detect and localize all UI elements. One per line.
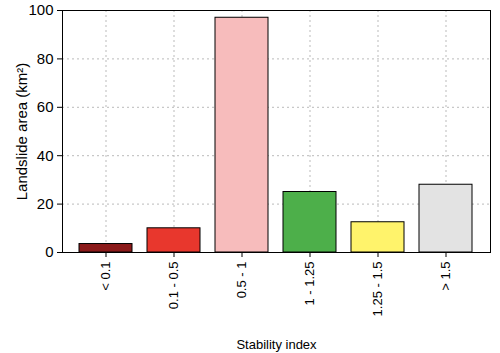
svg-text:Stability index: Stability index bbox=[236, 337, 317, 352]
svg-text:60: 60 bbox=[37, 98, 54, 115]
svg-text:0.1 - 0.5: 0.1 - 0.5 bbox=[166, 262, 181, 310]
svg-text:1 - 1.25: 1 - 1.25 bbox=[302, 262, 317, 306]
svg-text:< 0.1: < 0.1 bbox=[98, 262, 113, 291]
svg-text:100: 100 bbox=[28, 1, 53, 18]
svg-text:Landslide area (km²): Landslide area (km²) bbox=[13, 63, 30, 201]
svg-text:80: 80 bbox=[37, 50, 54, 67]
svg-text:40: 40 bbox=[37, 147, 54, 164]
svg-text:> 1.5: > 1.5 bbox=[438, 262, 453, 291]
svg-text:1.25 - 1.5: 1.25 - 1.5 bbox=[370, 262, 385, 317]
svg-text:0.5 - 1: 0.5 - 1 bbox=[234, 262, 249, 299]
svg-text:0: 0 bbox=[45, 243, 53, 260]
svg-text:20: 20 bbox=[37, 195, 54, 212]
